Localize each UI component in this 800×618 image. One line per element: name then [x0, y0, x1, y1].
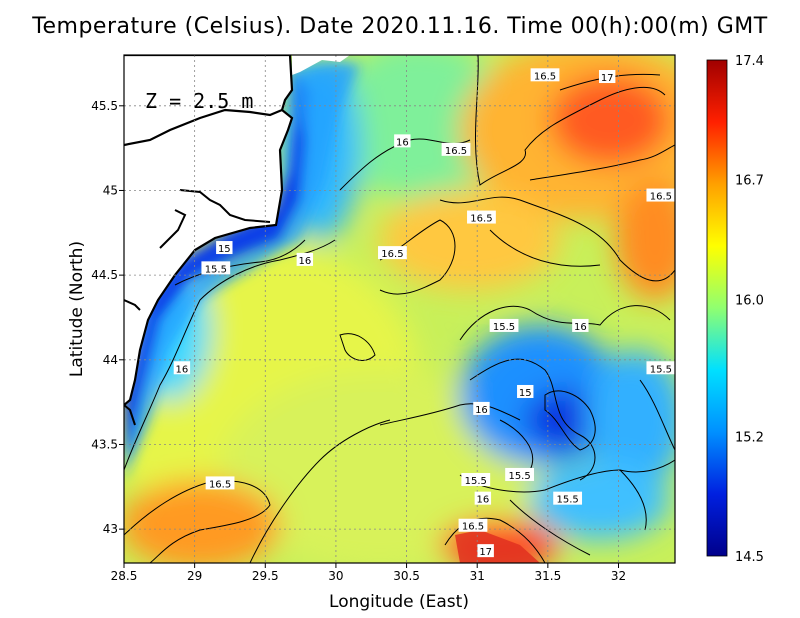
contour-label-bg [530, 68, 560, 82]
contour-label: 16.5 [650, 192, 672, 203]
colorbar-tick-label: 16.0 [735, 293, 764, 308]
x-tick-label: 30.5 [393, 569, 420, 583]
x-tick-label: 31 [470, 569, 485, 583]
contour-label: 15.5 [650, 364, 672, 375]
contour-label: 17 [601, 73, 614, 84]
contour-label-bg [394, 134, 411, 148]
contour-label: 16.5 [445, 146, 467, 157]
x-tick-label: 29.5 [252, 569, 279, 583]
contour-label-bg [646, 361, 675, 375]
x-tick-label: 28.5 [111, 569, 138, 583]
contour-label-bg [296, 252, 314, 266]
colorbar-tick-label: 16.7 [735, 174, 764, 189]
colorbar-gradient [706, 59, 728, 557]
map-title: Temperature (Celsius). Date 2020.11.16. … [32, 14, 768, 39]
contour-label: 16 [176, 364, 189, 375]
colorbar: 17.4 16.7 16.0 15.2 14.5 [706, 54, 764, 565]
contour-label: 16 [475, 405, 488, 416]
contour-label-bg [467, 210, 496, 224]
contour-lines [124, 55, 675, 563]
contour-label: 16.5 [381, 249, 403, 260]
contour-label: 15.5 [205, 264, 227, 275]
contour-label-bg [473, 401, 490, 415]
contour-label-bg [461, 473, 491, 487]
grid-lines [124, 55, 675, 563]
y-tick-label: 44 [103, 353, 118, 367]
contour-label-bg [477, 544, 494, 558]
colorbar-tick-label: 14.5 [735, 550, 764, 565]
warm-patches [455, 530, 540, 563]
contour-label-bg [646, 188, 675, 202]
y-tick-label: 43 [103, 522, 118, 536]
contour-label-bg [216, 241, 233, 255]
contour-label-bg [441, 142, 471, 156]
y-tick-label: 43.5 [91, 437, 118, 451]
depth-label: Z = 2.5 m [145, 89, 253, 113]
contour-label-group: 16.5 17 16 16.5 16.5 16.5 15 16 16.5 15.5 15.5 16 16… [173, 68, 675, 558]
contour-label-bg [205, 476, 235, 490]
x-axis-ticks: 28.5 29 29.5 30 30.5 31 31.5 32 [111, 563, 626, 583]
contour-label-bg [201, 261, 231, 275]
plot-area: 16.5 17 16 16.5 16.5 16.5 15 16 16.5 15.5 15.5 16 16… [124, 55, 675, 563]
contour-label: 15 [519, 388, 532, 399]
contour-label-bg [474, 491, 492, 505]
y-axis-ticks: 43 43.5 44 44.5 45 45.5 [91, 99, 124, 536]
contour-label: 15.5 [508, 471, 530, 482]
y-tick-label: 45 [103, 183, 118, 197]
y-tick-label: 45.5 [91, 99, 118, 113]
contour-label-bg [378, 246, 407, 260]
contour-label-bg [598, 70, 616, 84]
contour-label-bg [173, 361, 191, 375]
contour-label-bg [489, 318, 519, 332]
land-mass [124, 55, 350, 426]
contour-label: 15.5 [493, 322, 515, 333]
colorbar-tick-label: 15.2 [735, 430, 764, 445]
contour-label-bg [572, 318, 589, 332]
contour-label: 15.5 [465, 476, 487, 487]
contour-label: 15 [218, 244, 231, 255]
colorbar-tick-label: 17.4 [735, 54, 764, 69]
x-tick-label: 32 [611, 569, 626, 583]
x-tick-label: 31.5 [534, 569, 561, 583]
y-tick-label: 44.5 [91, 268, 118, 282]
contour-label-bg [553, 491, 583, 505]
contour-label-bg [505, 467, 534, 481]
contour-label: 16 [396, 137, 409, 148]
contour-label: 16.5 [462, 522, 484, 533]
contour-label-bg [517, 384, 534, 398]
x-tick-label: 30 [328, 569, 343, 583]
colorbar-ticks: 17.4 16.7 16.0 15.2 14.5 [735, 54, 764, 565]
contour-label: 16.5 [534, 71, 556, 82]
x-tick-label: 29 [187, 569, 202, 583]
contour-label: 16 [298, 256, 311, 267]
contour-label: 16.5 [209, 479, 231, 490]
contour-label: 16 [574, 322, 587, 333]
y-axis-label: Latitude (North) [67, 241, 87, 377]
contour-label: 17 [479, 547, 492, 558]
x-axis-label: Longitude (East) [329, 592, 469, 612]
contour-label: 16 [476, 495, 489, 506]
contour-label-bg [458, 518, 488, 532]
contour-label: 16.5 [470, 214, 492, 225]
plot-frame [123, 54, 676, 564]
contour-label: 15.5 [556, 495, 578, 506]
